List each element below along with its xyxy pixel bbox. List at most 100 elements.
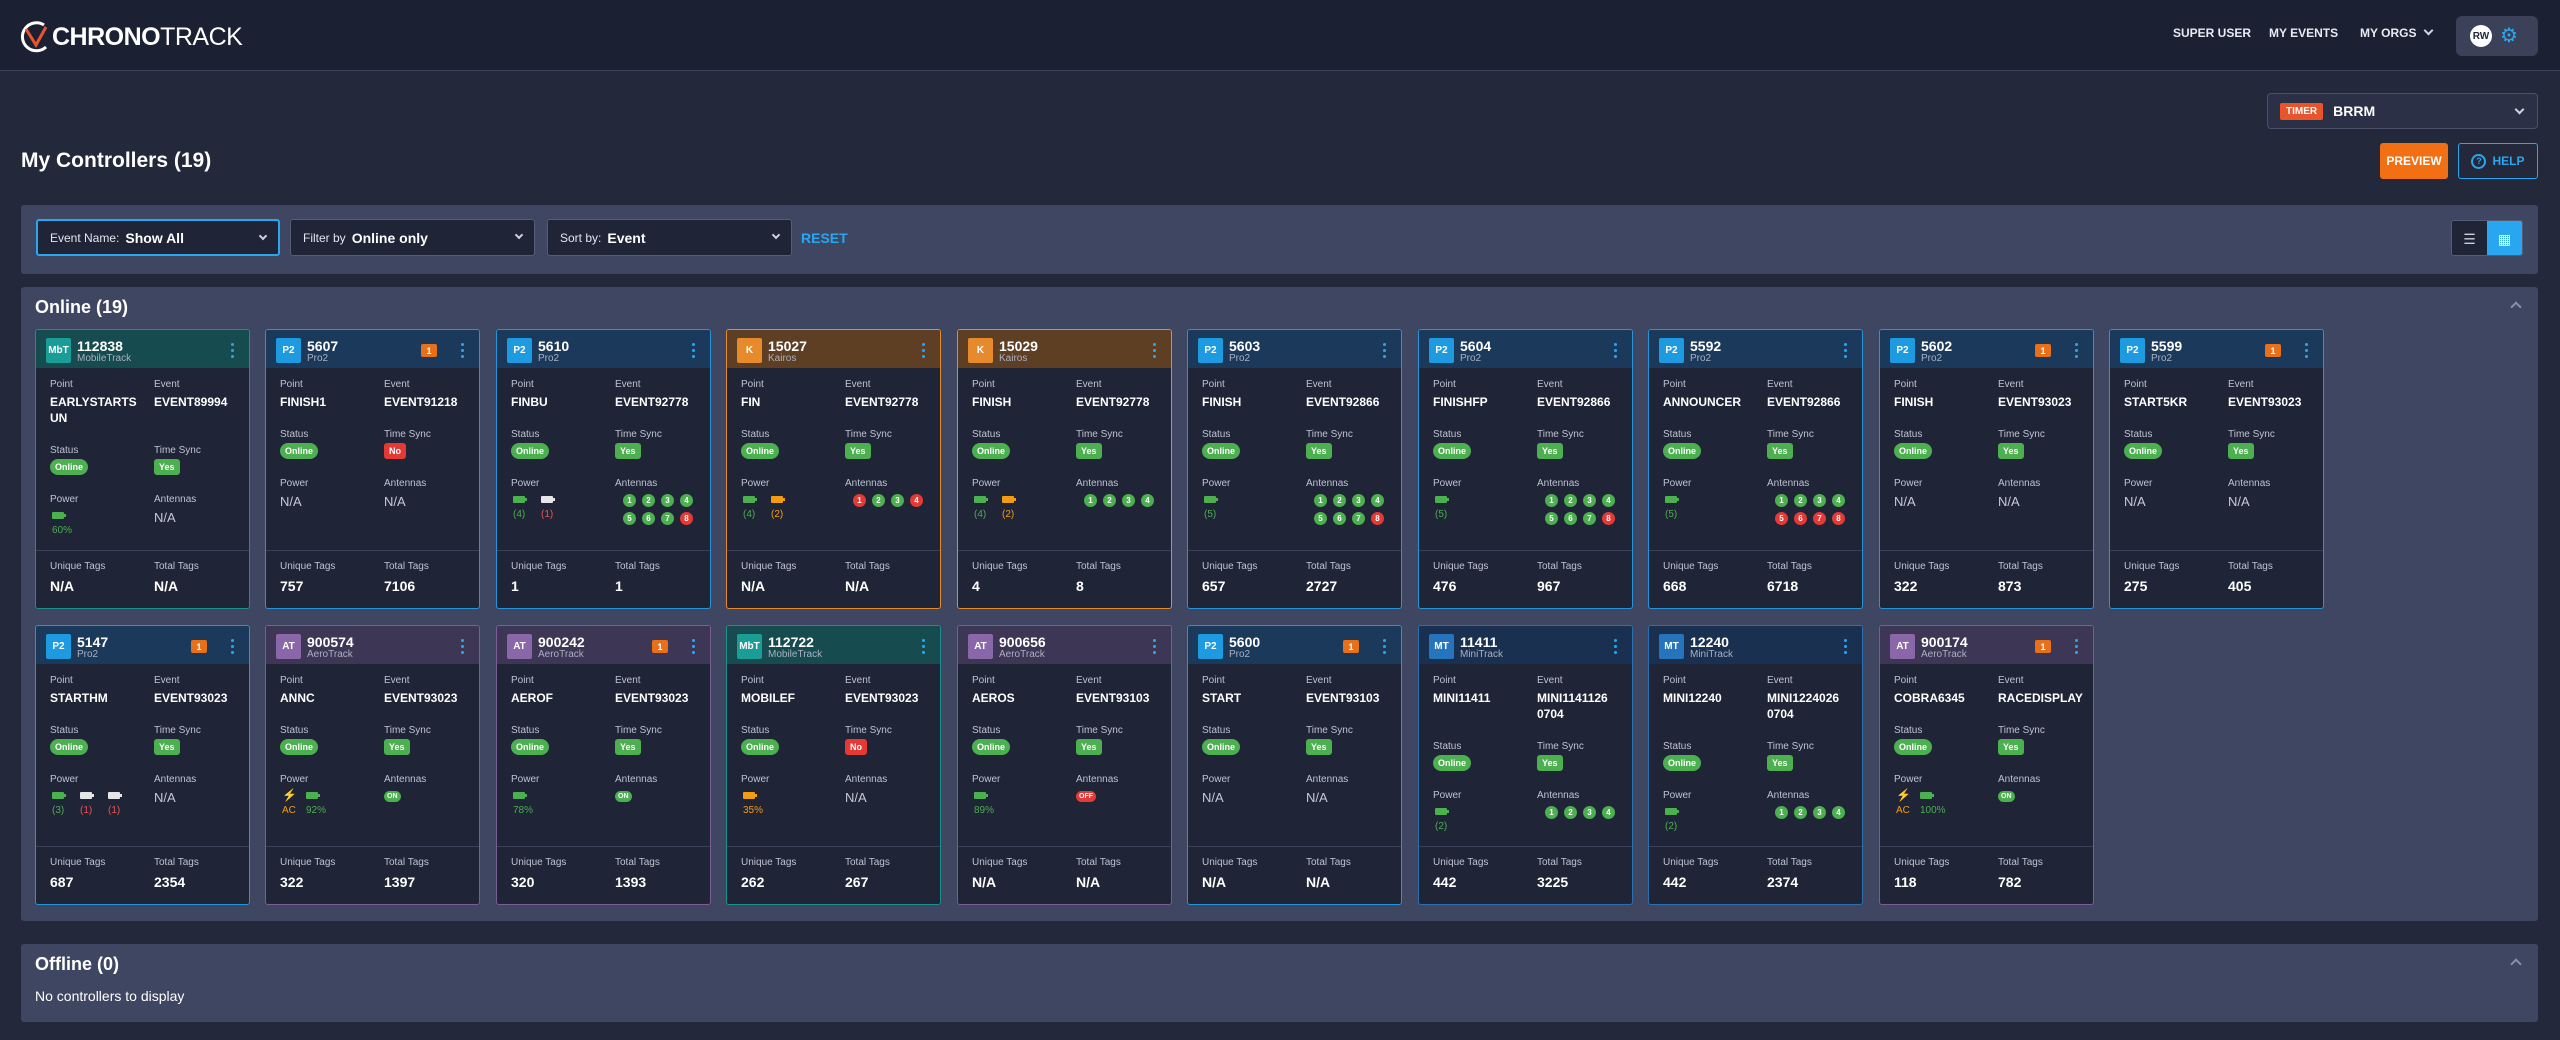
point-label: Point	[741, 675, 764, 686]
antennas-label: Antennas	[1537, 478, 1580, 489]
controller-card[interactable]: P2 5592 Pro2 Point Event ANNOUNCER EVENT92866 S…	[1648, 329, 1863, 609]
battery-icon	[1665, 808, 1679, 815]
collapse-icon[interactable]	[2510, 958, 2522, 970]
controller-card[interactable]: MT 11411 MiniTrack Point Event MINI11411 MINI1…	[1418, 625, 1633, 905]
card-header: P2 5610 Pro2	[497, 330, 710, 368]
kebab-menu-icon[interactable]	[1844, 639, 1848, 654]
kebab-menu-icon[interactable]	[1383, 343, 1387, 358]
controller-card[interactable]: AT 900656 AeroTrack Point Event AEROS EVENT931…	[957, 625, 1172, 905]
controller-card[interactable]: P2 5600 Pro2 1 Point Event START EVENT93103 Stat…	[1187, 625, 1402, 905]
device-model: Pro2	[1229, 649, 1251, 660]
kebab-menu-icon[interactable]	[2075, 343, 2079, 358]
kebab-menu-icon[interactable]	[1383, 639, 1387, 654]
controller-card[interactable]: K 15027 Kairos Point Event FIN EVENT92778 Statu…	[726, 329, 941, 609]
kebab-menu-icon[interactable]	[2075, 639, 2079, 654]
device-id: 12240	[1690, 634, 1729, 650]
card-header: P2 5147 Pro2 1	[36, 626, 249, 664]
antennas-label: Antennas	[1998, 774, 2041, 785]
kebab-menu-icon[interactable]	[2305, 343, 2309, 358]
controller-card[interactable]: P2 5603 Pro2 Point Event FINISH EVENT92866 Stat…	[1187, 329, 1402, 609]
controller-card[interactable]: P2 5147 Pro2 1 Point Event STARTHM EVENT93023 St…	[35, 625, 250, 905]
kebab-dot	[1153, 645, 1156, 648]
kebab-menu-icon[interactable]	[692, 639, 696, 654]
time-sync-label: Time Sync	[1998, 725, 2045, 736]
kebab-menu-icon[interactable]	[1614, 639, 1618, 654]
kebab-menu-icon[interactable]	[1153, 343, 1157, 358]
event-label: Event	[845, 675, 871, 686]
time-sync-label: Time Sync	[615, 429, 662, 440]
filter-by-select[interactable]: Filter by Online only	[290, 219, 535, 256]
chronotrack-logo[interactable]: CHRONOTRACK	[20, 15, 243, 59]
nav-super-user[interactable]: SUPER USER	[2173, 26, 2252, 40]
reset-button[interactable]: RESET	[801, 230, 848, 246]
battery-count: (2)	[1002, 509, 1015, 520]
controller-card[interactable]: MT 12240 MiniTrack Point Event MINI12240 MINI1…	[1648, 625, 1863, 905]
timer-select[interactable]: TIMER BRRM	[2267, 93, 2538, 129]
kebab-menu-icon[interactable]	[922, 639, 926, 654]
controller-card[interactable]: P2 5604 Pro2 Point Event FINISHFP EVENT92866 St…	[1418, 329, 1633, 609]
preview-button[interactable]: PREVIEW	[2380, 143, 2448, 179]
avatar[interactable]: RW	[2470, 25, 2492, 47]
user-menu[interactable]: RW ⚙	[2456, 16, 2538, 56]
controller-card[interactable]: AT 900174 AeroTrack 1 Point Event COBRA6345 RAC…	[1879, 625, 2094, 905]
status-badge: Online	[1202, 443, 1241, 459]
kebab-menu-icon[interactable]	[461, 343, 465, 358]
alert-badge[interactable]: 1	[2035, 640, 2051, 653]
device-type-badge: K	[968, 338, 993, 363]
alert-badge[interactable]: 1	[2035, 344, 2051, 357]
grid-view-icon[interactable]: ▦	[2487, 221, 2522, 255]
event-value: MINI1224026 0704	[1767, 691, 1840, 721]
help-label: HELP	[2492, 154, 2525, 168]
power-label: Power	[1202, 774, 1231, 785]
point-value: AEROF	[511, 691, 553, 705]
kebab-menu-icon[interactable]	[231, 639, 235, 654]
alert-badge[interactable]: 1	[652, 640, 668, 653]
controller-card[interactable]: P2 5610 Pro2 Point Event FINBU EVENT92778 Statu…	[496, 329, 711, 609]
total-tags-value: N/A	[1076, 874, 1101, 890]
total-tags-label: Total Tags	[615, 561, 660, 572]
battery-count: (2)	[1665, 821, 1678, 832]
nav-my-orgs[interactable]: MY ORGS	[2360, 25, 2434, 40]
list-view-icon[interactable]: ☰	[2452, 221, 2487, 255]
kebab-menu-icon[interactable]	[1614, 343, 1618, 358]
unique-tags-value: 320	[511, 874, 535, 890]
controller-card[interactable]: AT 900242 AeroTrack 1 Point Event AEROF EVENT93…	[496, 625, 711, 905]
alert-badge[interactable]: 1	[1343, 640, 1359, 653]
device-model: AeroTrack	[538, 649, 584, 660]
kebab-menu-icon[interactable]	[692, 343, 696, 358]
time-sync-badge: Yes	[1767, 755, 1793, 771]
controller-card[interactable]: AT 900574 AeroTrack Point Event ANNC EVENT9302…	[265, 625, 480, 905]
controller-card[interactable]: P2 5607 Pro2 1 Point Event FINISH1 EVENT91218 St…	[265, 329, 480, 609]
event-value: EVENT93103	[1076, 691, 1150, 705]
nav-my-events[interactable]: MY EVENTS	[2269, 26, 2339, 40]
kebab-menu-icon[interactable]	[231, 343, 235, 358]
logo-mark-icon	[20, 21, 48, 53]
status-badge: Online	[2124, 443, 2163, 459]
sort-by-select[interactable]: Sort by: Event	[547, 219, 792, 256]
event-name-select[interactable]: Event Name: Show All	[36, 219, 280, 256]
kebab-menu-icon[interactable]	[1153, 639, 1157, 654]
alert-badge[interactable]: 1	[421, 344, 437, 357]
event-name-label: Event Name:	[50, 230, 120, 245]
antenna-3-indicator: 3	[1122, 494, 1135, 507]
alert-badge[interactable]: 1	[191, 640, 207, 653]
kebab-menu-icon[interactable]	[461, 639, 465, 654]
antenna-off-indicator: OFF	[1076, 791, 1096, 802]
controller-card[interactable]: P2 5602 Pro2 1 Point Event FINISH EVENT93023 Sta…	[1879, 329, 2094, 609]
controller-card[interactable]: K 15029 Kairos Point Event FINISH EVENT92778 St…	[957, 329, 1172, 609]
alert-badge[interactable]: 1	[2265, 344, 2281, 357]
collapse-icon[interactable]	[2510, 301, 2522, 313]
battery-icon	[743, 496, 757, 503]
event-value: EVENT93023	[845, 691, 919, 705]
card-header: P2 5602 Pro2 1	[1880, 330, 2093, 368]
gear-icon[interactable]: ⚙	[2500, 25, 2518, 47]
kebab-menu-icon[interactable]	[922, 343, 926, 358]
controller-card[interactable]: MbT 112838 MobileTrack Point Event EARLYSTART…	[35, 329, 250, 609]
status-label: Status	[1202, 725, 1231, 736]
kebab-menu-icon[interactable]	[1844, 343, 1848, 358]
controller-card[interactable]: MbT 112722 MobileTrack Point Event MOBILEF EVE…	[726, 625, 941, 905]
time-sync-label: Time Sync	[384, 429, 431, 440]
help-button[interactable]: ? HELP	[2458, 143, 2538, 179]
power-label: Power	[1663, 478, 1692, 489]
controller-card[interactable]: P2 5599 Pro2 1 Point Event START5KR EVENT93023 S…	[2109, 329, 2324, 609]
